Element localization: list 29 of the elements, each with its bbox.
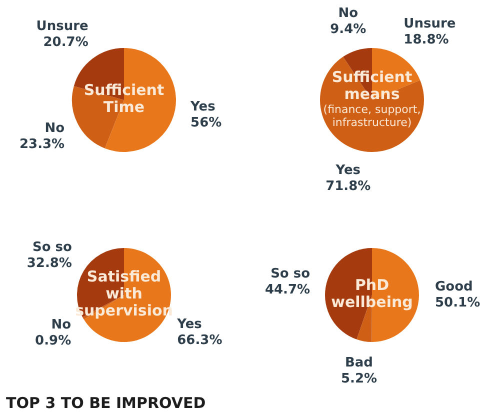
data-label: 32.8% xyxy=(26,256,72,271)
text: PhD wellbeing xyxy=(331,276,413,311)
slice-label: Bad xyxy=(345,355,373,370)
text: TOP 3 TO BE IMPROVED xyxy=(6,394,206,412)
text: Sufficient means xyxy=(332,68,412,103)
slice-label: No xyxy=(338,6,358,21)
slice-label: Unsure xyxy=(36,19,89,34)
data-label: 50.1% xyxy=(435,296,480,311)
data-label: 66.3% xyxy=(177,333,222,348)
data-label: 23.3% xyxy=(19,136,65,152)
slice-label: No xyxy=(44,120,65,136)
slice-label: So so xyxy=(270,266,310,282)
data-label: 56% xyxy=(190,116,222,131)
data-label: 0.9% xyxy=(35,334,72,349)
slice-label: So so xyxy=(32,240,72,255)
data-label: 71.8% xyxy=(326,178,371,194)
data-label: 9.4% xyxy=(330,22,366,37)
slice-label: Yes xyxy=(190,100,216,115)
text: (finance, support, infrastructure) xyxy=(323,102,421,129)
slice-label: Yes xyxy=(176,317,202,332)
data-label: 44.7% xyxy=(264,282,310,298)
data-label: 5.2% xyxy=(340,371,378,386)
slice-label: Yes xyxy=(334,162,361,178)
slice-label: Good xyxy=(435,280,473,295)
text: Sufficient Time xyxy=(84,80,164,116)
slice-label: Unsure xyxy=(404,16,456,32)
data-label: 20.7% xyxy=(43,35,88,50)
slice-label: No xyxy=(51,318,72,333)
data-label: 18.8% xyxy=(404,32,449,48)
